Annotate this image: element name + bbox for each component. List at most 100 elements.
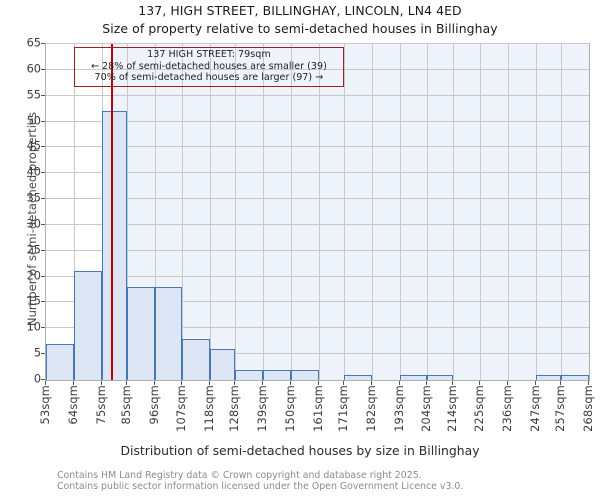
property-annotation-callout: 137 HIGH STREET: 79sqm ← 28% of semi-det… xyxy=(73,47,345,87)
x-tick-mark-15 xyxy=(451,381,453,385)
x-tick-label-4: 96sqm xyxy=(147,385,161,425)
y-tick-mark-5 xyxy=(41,353,45,355)
y-tick-label-35: 35 xyxy=(26,191,41,205)
histogram-bar xyxy=(561,374,589,380)
x-tick-label-2: 75sqm xyxy=(94,385,108,425)
gridline-y-20 xyxy=(46,275,589,277)
callout-line3: 70% of semi-detached houses are larger (… xyxy=(94,72,324,84)
y-tick-mark-35 xyxy=(41,198,45,200)
y-tick-label-0: 0 xyxy=(33,372,41,386)
y-tick-label-65: 65 xyxy=(26,36,41,50)
x-tick-mark-18 xyxy=(534,381,536,385)
histogram-bar xyxy=(344,374,372,380)
x-tick-label-7: 128sqm xyxy=(228,385,242,432)
y-tick-mark-40 xyxy=(41,172,45,174)
y-axis-tick-labels: 0 5 10 15 20 25 30 35 40 45 50 55 60 65 xyxy=(0,37,41,386)
gridline-x-214 xyxy=(452,44,454,380)
gridline-y-10 xyxy=(46,327,589,329)
y-tick-label-55: 55 xyxy=(26,88,41,102)
y-tick-mark-55 xyxy=(41,94,45,96)
gridline-x-236 xyxy=(508,44,510,380)
x-tick-mark-1 xyxy=(72,381,74,385)
y-tick-label-30: 30 xyxy=(26,217,41,231)
x-tick-mark-16 xyxy=(479,381,481,385)
gridline-x-247 xyxy=(535,44,537,380)
histogram-bar xyxy=(182,338,211,380)
gridline-y-35 xyxy=(46,198,589,200)
gridline-y-30 xyxy=(46,223,589,225)
y-tick-label-45: 45 xyxy=(26,139,41,153)
x-tick-label-10: 161sqm xyxy=(311,385,325,432)
histogram-bar xyxy=(154,286,183,380)
y-tick-label-20: 20 xyxy=(26,269,41,283)
x-tick-mark-9 xyxy=(289,381,291,385)
x-tick-mark-7 xyxy=(234,381,236,385)
footer-line1: Contains HM Land Registry data © Crown c… xyxy=(57,470,422,481)
x-tick-mark-17 xyxy=(507,381,509,385)
y-tick-mark-50 xyxy=(41,120,45,122)
footer-line2: Contains public sector information licen… xyxy=(57,481,464,493)
gridline-x-171 xyxy=(344,44,346,380)
x-tick-label-12: 182sqm xyxy=(364,385,378,432)
y-tick-mark-25 xyxy=(41,249,45,251)
gridline-y-60 xyxy=(46,68,589,70)
gridline-x-96 xyxy=(154,44,156,380)
gridline-y-55 xyxy=(46,94,589,96)
gridline-x-182 xyxy=(371,44,373,380)
gridline-x-85 xyxy=(126,44,128,380)
histogram-bar xyxy=(210,349,236,380)
x-tick-mark-11 xyxy=(343,381,345,385)
gridline-x-193 xyxy=(399,44,401,380)
callout-line1: 137 HIGH STREET: 79sqm xyxy=(147,49,271,60)
y-tick-mark-10 xyxy=(41,327,45,329)
gridline-x-107 xyxy=(182,44,184,380)
x-tick-label-18: 247sqm xyxy=(528,385,542,432)
y-tick-label-10: 10 xyxy=(26,320,41,334)
x-tick-mark-12 xyxy=(370,381,372,385)
y-tick-mark-30 xyxy=(41,223,45,225)
histogram-bar xyxy=(126,286,155,380)
plot-area: 137 HIGH STREET: 79sqm ← 28% of semi-det… xyxy=(45,43,590,381)
x-tick-label-17: 236sqm xyxy=(501,385,515,432)
x-tick-mark-2 xyxy=(100,381,102,385)
histogram-bar xyxy=(535,374,562,380)
x-tick-mark-13 xyxy=(398,381,400,385)
gridline-x-257 xyxy=(561,44,563,380)
x-tick-label-13: 193sqm xyxy=(392,385,406,432)
x-tick-label-6: 118sqm xyxy=(203,385,217,432)
property-size-marker xyxy=(110,44,113,380)
gridline-x-161 xyxy=(318,44,320,380)
x-tick-mark-10 xyxy=(317,381,319,385)
gridline-y-45 xyxy=(46,146,589,148)
callout-line2: ← 28% of semi-detached houses are smalle… xyxy=(90,60,327,72)
y-tick-mark-15 xyxy=(41,301,45,303)
x-tick-label-8: 139sqm xyxy=(256,385,270,432)
gridline-x-139 xyxy=(263,44,265,380)
x-tick-label-0: 53sqm xyxy=(39,385,52,425)
y-tick-mark-20 xyxy=(41,275,45,277)
x-tick-mark-5 xyxy=(181,381,183,385)
x-tick-mark-0 xyxy=(45,381,46,385)
x-tick-label-19: 257sqm xyxy=(554,385,568,432)
x-tick-label-20: 268sqm xyxy=(582,385,595,432)
y-tick-mark-45 xyxy=(41,146,45,148)
y-tick-mark-60 xyxy=(41,68,45,70)
x-tick-label-15: 214sqm xyxy=(445,385,459,432)
histogram-bar xyxy=(46,343,74,380)
histogram-bar xyxy=(235,369,264,380)
x-tick-label-9: 150sqm xyxy=(283,385,297,432)
x-tick-label-11: 171sqm xyxy=(337,385,351,432)
x-axis-title: Distribution of semi-detached houses by … xyxy=(120,443,480,458)
gridline-x-204 xyxy=(427,44,429,380)
y-tick-label-15: 15 xyxy=(26,294,41,308)
x-tick-mark-19 xyxy=(560,381,562,385)
x-tick-mark-8 xyxy=(262,381,264,385)
histogram-bar xyxy=(101,111,127,380)
y-tick-label-40: 40 xyxy=(26,165,41,179)
x-axis-tick-labels: 53sqm 64sqm 75sqm 85sqm 96sqm 107sqm 118sqm 128… xyxy=(39,385,595,439)
gridline-x-150 xyxy=(290,44,292,380)
histogram-bar xyxy=(290,369,319,380)
x-tick-mark-4 xyxy=(153,381,155,385)
x-tick-mark-20 xyxy=(588,381,589,385)
